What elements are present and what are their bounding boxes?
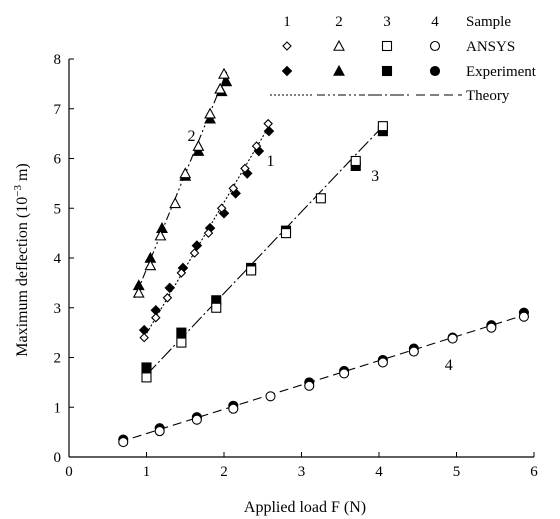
experiment-point-sample-1: [164, 282, 176, 294]
x-tick-label: 3: [298, 464, 306, 480]
ansys-point-sample-2: [214, 82, 227, 94]
ansys-point-sample-1: [228, 183, 239, 194]
ansys-point-sample-1: [263, 118, 273, 129]
ansys-point-sample-4: [154, 426, 165, 437]
y-tick-label: 0: [54, 450, 62, 466]
ansys-point-sample-4: [518, 311, 529, 322]
x-tick-label: 2: [220, 464, 228, 480]
ansys-point-sample-4: [377, 357, 388, 368]
y-axis-label-exponent: −3: [12, 185, 24, 197]
ansys-point-sample-1: [162, 293, 173, 303]
y-tick-label: 5: [54, 201, 62, 217]
legend-row-label: Experiment: [466, 64, 537, 80]
ansys-point-sample-3: [350, 155, 361, 167]
legend-marker: [282, 41, 292, 51]
ansys-point-sample-1: [251, 141, 262, 151]
data-markers: [118, 67, 529, 448]
curve-labels: 1 2 3 4: [187, 128, 452, 374]
experiment-point-sample-3: [176, 327, 187, 338]
legend-marker: [281, 65, 293, 77]
y-axis-label-prefix: Maximum deflection (10: [14, 197, 31, 357]
y-axis-label-suffix: m): [14, 163, 31, 185]
experiment-point-sample-1: [191, 240, 203, 251]
ansys-point-sample-1: [240, 163, 250, 174]
ansys-point-sample-1: [176, 268, 187, 278]
legend-sample-number: 1: [283, 14, 291, 30]
x-tick-label: 5: [453, 464, 461, 480]
ansys-point-sample-4: [447, 333, 458, 344]
ansys-point-sample-2: [204, 107, 216, 119]
ansys-point-sample-1: [216, 203, 227, 214]
ansys-point-sample-4: [228, 403, 239, 414]
ansys-point-sample-2: [132, 286, 145, 298]
ansys-point-sample-1: [189, 248, 200, 258]
y-axis-label: Maximum deflection (10−3 m): [12, 163, 31, 356]
y-tick-label: 8: [54, 52, 62, 68]
y-tick-label: 1: [54, 400, 62, 416]
y-tick-label: 6: [54, 152, 62, 168]
ansys-point-sample-2: [144, 259, 157, 271]
legend: 1 2 3 4 Sample ANSYS Experiment Theory: [270, 14, 537, 104]
ansys-point-sample-4: [118, 437, 129, 448]
legend-sample-number: 4: [431, 14, 439, 30]
ansys-point-sample-2: [169, 197, 182, 209]
ansys-point-sample-4: [304, 380, 315, 391]
ansys-point-sample-3: [176, 337, 187, 348]
ansys-point-sample-4: [486, 322, 497, 333]
legend-sample-header: Sample: [466, 14, 511, 30]
ansys-point-sample-4: [191, 414, 202, 425]
curve-label-sample-4: 4: [445, 357, 453, 374]
ansys-point-sample-2: [192, 139, 205, 151]
experiment-point-sample-1: [263, 125, 275, 137]
x-tick-label: 1: [143, 464, 151, 480]
legend-marker: [429, 65, 441, 77]
ansys-point-sample-3: [141, 372, 152, 383]
ansys-point-sample-2: [179, 167, 192, 179]
ansys-point-sample-4: [265, 391, 276, 402]
theory-lines: [119, 68, 525, 443]
ansys-point-sample-3: [315, 193, 326, 204]
ansys-point-sample-1: [203, 228, 214, 238]
experiment-point-sample-2: [220, 75, 233, 87]
legend-marker: [429, 40, 441, 52]
x-axis-label: Applied load F (N): [244, 499, 366, 516]
ansys-point-sample-4: [408, 346, 419, 357]
ansys-point-sample-1: [151, 312, 161, 323]
y-tick-label: 7: [54, 102, 62, 118]
experiment-point-sample-2: [156, 221, 168, 233]
ansys-point-sample-3: [211, 302, 222, 313]
axis-titles: Applied load F (N) Maximum deflection (1…: [12, 163, 366, 516]
curve-label-sample-3: 3: [371, 168, 379, 185]
y-tick-label: 4: [54, 251, 62, 267]
x-tick-label: 4: [375, 464, 383, 480]
curve-label-sample-1: 1: [267, 153, 275, 170]
ansys-point-sample-3: [246, 265, 257, 276]
ansys-point-sample-4: [339, 368, 350, 379]
legend-marker: [381, 40, 393, 52]
ansys-point-sample-1: [139, 332, 149, 343]
legend-marker: [333, 39, 345, 51]
legend-marker: [381, 65, 393, 77]
legend-sample-number: 2: [335, 14, 343, 30]
x-tick-label: 0: [65, 464, 73, 480]
ansys-point-sample-3: [377, 121, 388, 132]
legend-row-label: Theory: [466, 88, 510, 104]
ansys-point-sample-2: [218, 67, 230, 79]
y-tick-label: 2: [54, 351, 62, 367]
ansys-point-sample-3: [280, 228, 292, 239]
curve-label-sample-2: 2: [187, 128, 195, 145]
axes: 0 1 2 3 4 5 6 0 1 2 3 4 5 6 7 8: [54, 52, 539, 480]
legend-row-label: ANSYS: [466, 39, 515, 55]
y-tick-label: 3: [54, 301, 62, 317]
theory-line-sample-2: [134, 68, 229, 299]
legend-marker: [333, 64, 345, 76]
legend-sample-number: 3: [383, 14, 391, 30]
experiment-point-sample-3: [141, 362, 152, 373]
x-tick-label: 6: [530, 464, 538, 480]
ansys-point-sample-2: [154, 229, 167, 241]
